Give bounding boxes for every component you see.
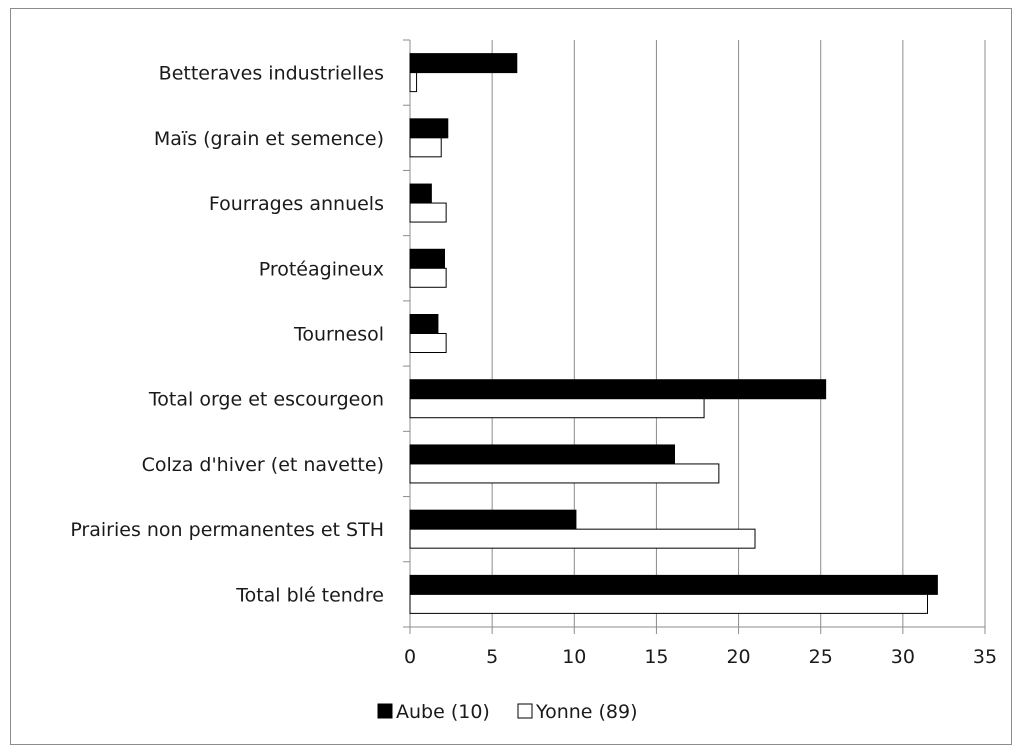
bar-yonne — [409, 333, 447, 353]
bar-yonne — [409, 137, 442, 158]
bar-aube — [409, 118, 449, 139]
bar-yonne — [409, 398, 705, 419]
bar-yonne — [409, 593, 928, 614]
bar-yonne — [409, 72, 418, 93]
category-label: Colza d'hiver (et navette) — [142, 454, 384, 476]
category-label: Protéagineux — [259, 258, 384, 280]
x-tick-label: 20 — [726, 646, 750, 668]
x-tick-label: 0 — [404, 646, 416, 668]
x-tick-labels: 0 5 10 15 20 25 30 35 — [404, 646, 997, 668]
legend-swatch-yonne — [517, 703, 533, 719]
x-tick-label: 10 — [562, 646, 586, 668]
bar-aube — [409, 314, 439, 334]
x-tick-label: 35 — [973, 646, 997, 668]
legend-label-yonne: Yonne (89) — [535, 701, 638, 723]
x-tick-label: 30 — [891, 646, 915, 668]
category-label: Fourrages annuels — [209, 193, 384, 215]
bar-yonne — [409, 202, 447, 223]
x-tick-label: 5 — [486, 646, 498, 668]
bar-yonne — [409, 528, 756, 549]
legend-label-aube: Aube (10) — [396, 701, 490, 723]
category-label: Total orge et escourgeon — [148, 389, 384, 411]
bar-yonne — [409, 267, 447, 288]
bar-aube — [409, 379, 827, 400]
category-labels: Betteraves industrielles Maïs (grain et s… — [70, 63, 384, 607]
bars — [409, 53, 938, 614]
x-tick-label: 25 — [809, 646, 833, 668]
bar-aube — [409, 248, 445, 269]
category-label: Maïs (grain et semence) — [154, 128, 384, 150]
legend: Aube (10) Yonne (89) — [377, 701, 638, 723]
legend-swatch-aube — [377, 703, 393, 719]
chart-frame — [10, 8, 1012, 745]
category-label: Total blé tendre — [235, 584, 384, 606]
bar-aube — [409, 183, 432, 204]
category-label: Betteraves industrielles — [159, 63, 384, 85]
category-label: Tournesol — [293, 324, 384, 346]
bar-aube — [409, 509, 577, 530]
x-tick-label: 15 — [644, 646, 668, 668]
bar-aube — [409, 444, 675, 465]
category-label: Prairies non permanentes et STH — [70, 519, 384, 541]
bar-aube — [409, 574, 938, 595]
bar-yonne — [409, 463, 720, 484]
bar-aube — [409, 53, 518, 74]
